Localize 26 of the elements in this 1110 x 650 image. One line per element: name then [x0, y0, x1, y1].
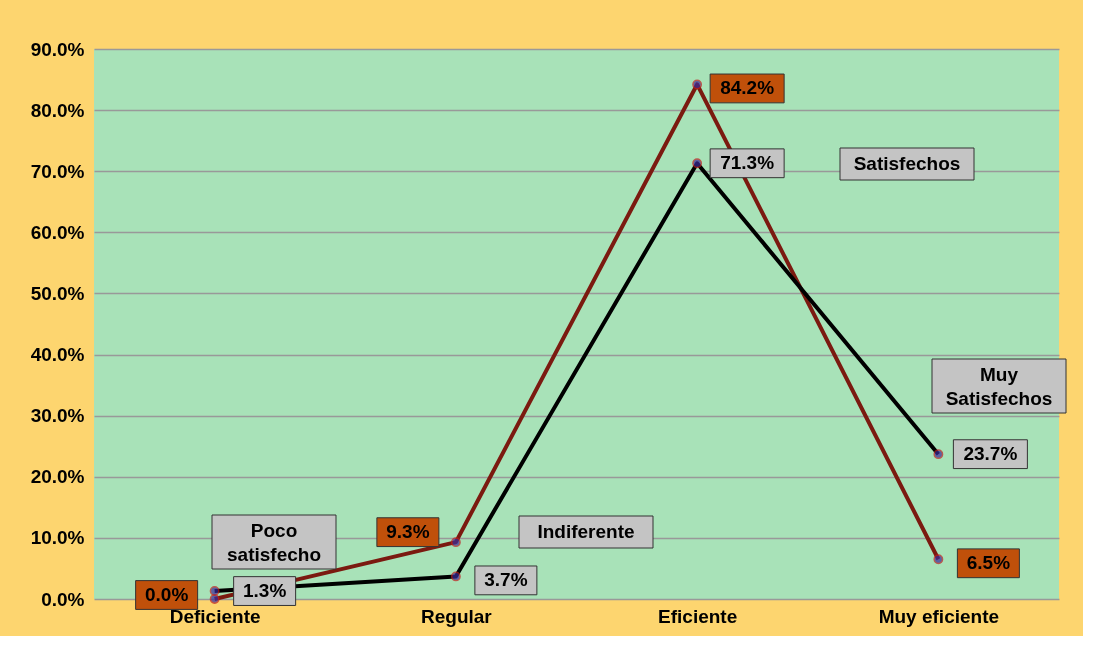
y-tick-label: 90.0%: [30, 38, 85, 60]
annotation: Poco satisfecho: [227, 520, 321, 565]
annotation: Satisfechos: [853, 153, 961, 174]
data-label: 3.7%: [484, 569, 528, 591]
y-tick-label: 80.0%: [30, 99, 85, 121]
x-tick-label: Regular: [421, 605, 493, 627]
x-tick-label: Eficiente: [658, 605, 738, 627]
annotation: Indiferente: [537, 521, 635, 542]
data-label: 9.3%: [386, 521, 430, 543]
annotation: Muy Satisfechos: [945, 364, 1053, 409]
x-tick-label: Deficiente: [169, 605, 261, 627]
y-tick-label: 20.0%: [30, 466, 85, 488]
x-tick-label: Muy eficiente: [878, 605, 1000, 627]
y-tick-label: 30.0%: [30, 405, 85, 427]
y-tick-label: 60.0%: [30, 221, 85, 243]
data-label: 84.2%: [720, 77, 775, 99]
data-label: 6.5%: [966, 552, 1011, 574]
y-tick-label: 0.0%: [41, 588, 85, 610]
data-label: 1.3%: [242, 580, 287, 602]
y-tick-label: 50.0%: [30, 282, 85, 304]
y-tick-label: 70.0%: [30, 160, 85, 182]
y-tick-label: 40.0%: [30, 344, 85, 366]
data-label: 23.7%: [963, 443, 1018, 465]
data-label: 0.0%: [144, 584, 189, 605]
y-tick-label: 10.0%: [30, 527, 85, 549]
data-label: 71.3%: [720, 152, 775, 174]
